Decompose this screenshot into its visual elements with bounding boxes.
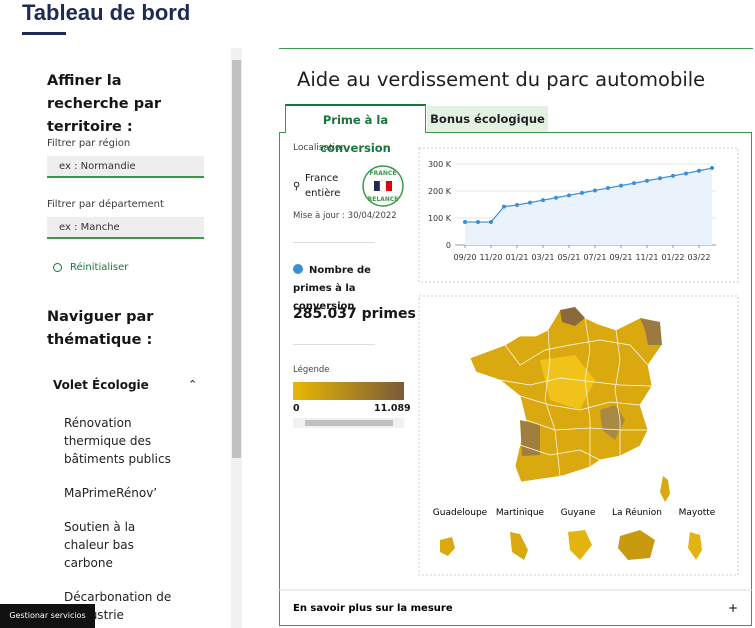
- cookie-button[interactable]: Gestionar servicios: [0, 604, 95, 628]
- legend-max: 11.089: [374, 403, 411, 414]
- territory-label: Martinique: [496, 508, 545, 518]
- point: [541, 198, 545, 203]
- guyane: [568, 530, 592, 560]
- nav-heading: Naviguer par thématique :: [47, 309, 154, 348]
- x-tick-label: 07/21: [583, 253, 606, 262]
- nav-item[interactable]: Soutien à la chaleur bas carbone: [64, 520, 136, 570]
- x-tick-label: 01/21: [505, 253, 528, 262]
- y-tick-label: 200 K: [428, 187, 452, 196]
- map: [440, 306, 702, 560]
- divider: [293, 242, 375, 243]
- point: [684, 171, 688, 176]
- point: [632, 181, 636, 186]
- territory-label: Mayotte: [679, 508, 716, 518]
- x-tick-label: 11/20: [479, 253, 502, 262]
- point: [658, 176, 662, 181]
- logo-text: FRANCE: [370, 170, 397, 177]
- sidebar: Affiner la recherche par territoire : Fi…: [0, 48, 243, 628]
- point: [515, 203, 519, 208]
- legend-label: Légende: [293, 365, 330, 375]
- france-relance-logo: FRANCE RELANCE: [362, 165, 404, 207]
- point: [671, 173, 675, 178]
- metric-dot: [293, 264, 303, 274]
- panel-title: Aide au verdissement du parc automobile: [297, 68, 706, 91]
- more-link[interactable]: En savoir plus sur la mesure: [293, 603, 453, 614]
- tab[interactable]: Bonus écologique: [427, 106, 548, 132]
- territory-label: Guyane: [561, 508, 596, 518]
- page-title: Tableau de bord: [22, 0, 191, 25]
- chevron[interactable]: ⌃: [188, 378, 198, 391]
- filter-heading: Affiner la recherche par territoire :: [47, 73, 162, 135]
- line: [465, 167, 713, 223]
- title-underline: [22, 32, 66, 35]
- nav-item[interactable]: Rénovation thermique des bâtiments publi…: [64, 416, 171, 466]
- point: [645, 178, 649, 183]
- la-reunion: [618, 530, 655, 560]
- point: [554, 195, 558, 200]
- department-borders: [499, 317, 653, 477]
- point: [580, 190, 584, 195]
- location-label: Localisation: [293, 143, 346, 153]
- x-tick-label: 09/21: [609, 253, 632, 262]
- territory-label: Guadeloupe: [433, 508, 488, 518]
- metric-label: Nombre de primes à la conversion: [293, 265, 371, 312]
- x-tick-label: 01/22: [661, 253, 684, 262]
- point: [593, 188, 597, 193]
- more-icon[interactable]: +: [728, 601, 738, 615]
- point: [476, 220, 480, 225]
- region-light: [540, 355, 595, 410]
- x-tick-label: 11/21: [635, 253, 658, 262]
- point: [710, 166, 714, 171]
- region-label: Filtrer par région: [47, 138, 131, 149]
- department-label: Filtrer par département: [47, 199, 164, 210]
- panel-top-border: [279, 48, 753, 49]
- territory-label: La Réunion: [612, 507, 662, 518]
- corsica: [660, 476, 670, 502]
- martinique: [510, 532, 528, 560]
- point: [489, 220, 493, 225]
- metric-value: 285.037 primes: [293, 306, 416, 322]
- legend-min: 0: [293, 403, 300, 414]
- y-tick-label: 100 K: [428, 214, 452, 223]
- update-date: Mise à jour : 30/04/2022: [293, 211, 397, 221]
- tab-active[interactable]: Prime à la conversion: [285, 104, 426, 155]
- divider: [293, 344, 375, 345]
- reset-link[interactable]: Réinitialiser: [70, 262, 129, 273]
- point: [619, 183, 623, 188]
- point: [606, 186, 610, 191]
- y-tick-label: 0: [446, 241, 451, 250]
- section-toggle[interactable]: Volet Écologie: [53, 378, 149, 392]
- department-input[interactable]: ex : Manche: [47, 217, 204, 239]
- point: [463, 220, 467, 225]
- x-tick-label: 03/22: [687, 253, 710, 262]
- x-tick-label: 05/21: [557, 253, 580, 262]
- legend-scroll-thumb: [305, 420, 393, 426]
- point: [567, 193, 571, 198]
- region-dark: [640, 318, 662, 345]
- x-tick-label: 09/20: [453, 253, 476, 262]
- point: [502, 204, 506, 209]
- legend-gradient: [293, 382, 404, 400]
- nav-item[interactable]: MaPrimeRénov’: [64, 486, 158, 500]
- point: [528, 200, 532, 205]
- scrollbar-thumb[interactable]: [232, 60, 241, 458]
- mayotte: [688, 532, 702, 560]
- location: France entière: [305, 173, 341, 199]
- area: [465, 168, 712, 245]
- y-tick-label: 300 K: [428, 160, 452, 169]
- reset-icon: [53, 263, 62, 272]
- pin-icon: ⚲: [293, 181, 301, 192]
- guadeloupe: [440, 537, 455, 556]
- logo-text: RELANCE: [368, 196, 399, 203]
- panel-body: [279, 132, 752, 626]
- x-tick-label: 03/21: [531, 253, 554, 262]
- region-input[interactable]: ex : Normandie: [47, 156, 204, 178]
- point: [697, 168, 701, 173]
- region-dark: [560, 307, 585, 326]
- legend-scrollbar[interactable]: [293, 418, 404, 428]
